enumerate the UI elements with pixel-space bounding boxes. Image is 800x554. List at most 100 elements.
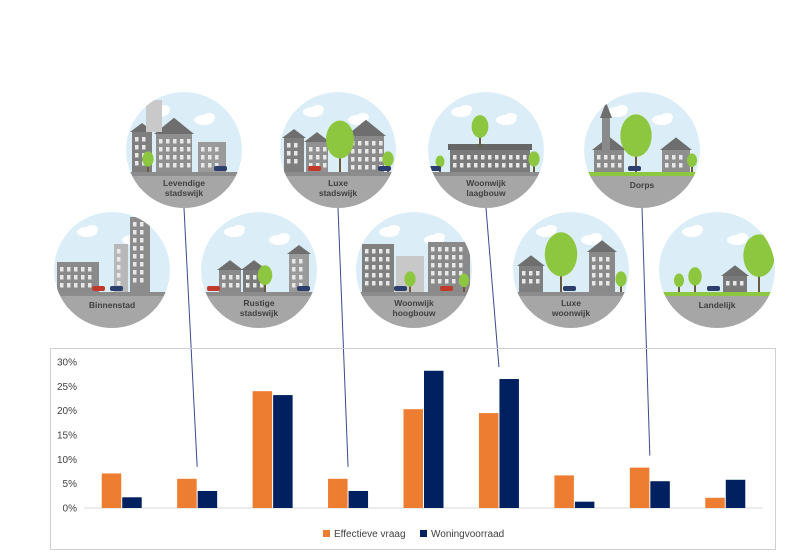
window	[358, 157, 362, 162]
window	[323, 163, 327, 168]
window	[386, 265, 390, 270]
window	[133, 262, 137, 267]
window	[606, 257, 610, 262]
window	[88, 267, 92, 272]
window	[236, 283, 240, 288]
tree-trunk	[678, 284, 680, 292]
window	[88, 283, 92, 288]
window	[222, 275, 226, 280]
window	[201, 163, 205, 168]
bar-effectieve-vraag	[177, 478, 197, 508]
window	[372, 273, 376, 278]
window	[611, 155, 615, 160]
tree-trunk	[635, 149, 637, 172]
window	[287, 143, 291, 148]
window	[135, 137, 139, 142]
cloud	[278, 233, 290, 241]
circle-label: Woonwijk	[466, 178, 506, 188]
connector-line	[485, 207, 500, 368]
window	[365, 281, 369, 286]
window	[604, 155, 608, 160]
tree-trunk	[620, 284, 622, 292]
window	[133, 270, 137, 275]
window	[606, 281, 610, 286]
window	[445, 279, 449, 284]
window	[358, 149, 362, 154]
y-tick-label: 0%	[63, 504, 78, 515]
window	[260, 283, 264, 288]
bar-woningvoorraad	[499, 379, 519, 508]
window	[474, 163, 478, 168]
tree-crown	[326, 120, 354, 159]
street	[584, 172, 700, 176]
cloud	[661, 113, 673, 121]
tree-trunk	[533, 164, 535, 172]
window	[522, 271, 526, 276]
tree-trunk	[560, 268, 562, 292]
window	[597, 163, 601, 168]
window	[379, 157, 383, 162]
circle-label: stadswijk	[240, 308, 279, 318]
window	[140, 278, 144, 283]
window	[431, 255, 435, 260]
circle-label: Landelijk	[699, 300, 736, 310]
window	[431, 263, 435, 268]
window	[365, 157, 369, 162]
tree-crown	[688, 267, 702, 286]
window	[372, 157, 376, 162]
cloud	[545, 225, 557, 233]
window	[74, 267, 78, 272]
window	[67, 275, 71, 280]
tree-crown	[404, 271, 416, 287]
window	[236, 275, 240, 280]
building	[219, 270, 241, 292]
y-tick-label: 30%	[57, 358, 77, 369]
roof	[721, 265, 749, 276]
tree-trunk	[409, 284, 411, 292]
window	[159, 163, 163, 168]
tree-trunk	[264, 281, 266, 292]
cloud	[388, 225, 400, 233]
window	[365, 265, 369, 270]
roof	[517, 255, 545, 266]
tree-trunk	[758, 269, 760, 292]
tree-trunk	[463, 284, 465, 292]
circle-label: stadswijk	[165, 188, 204, 198]
window	[445, 247, 449, 252]
window	[379, 265, 383, 270]
cloud	[691, 225, 703, 233]
cloud	[233, 225, 245, 233]
window	[117, 281, 121, 286]
circle-label: Luxe	[328, 178, 348, 188]
window	[386, 273, 390, 278]
car	[214, 166, 227, 171]
window	[592, 257, 596, 262]
window	[679, 163, 683, 168]
tree-crown	[743, 234, 775, 277]
window	[309, 163, 313, 168]
window	[180, 163, 184, 168]
window	[386, 249, 390, 254]
circle-label: Levendige	[163, 178, 205, 188]
tree-crown	[142, 151, 154, 167]
window	[502, 163, 506, 168]
window	[467, 155, 471, 160]
car	[308, 166, 321, 171]
tree-crown	[528, 151, 540, 167]
tree-crown	[615, 271, 627, 287]
window	[253, 283, 257, 288]
street	[659, 292, 775, 296]
window	[187, 139, 191, 144]
window	[60, 283, 64, 288]
window	[522, 279, 526, 284]
window	[672, 155, 676, 160]
window	[294, 151, 298, 156]
window	[133, 278, 137, 283]
window	[523, 155, 527, 160]
window	[365, 273, 369, 278]
window	[215, 155, 219, 160]
y-axis: 0% 5% 10% 15% 20% 25% 30%	[57, 358, 763, 515]
